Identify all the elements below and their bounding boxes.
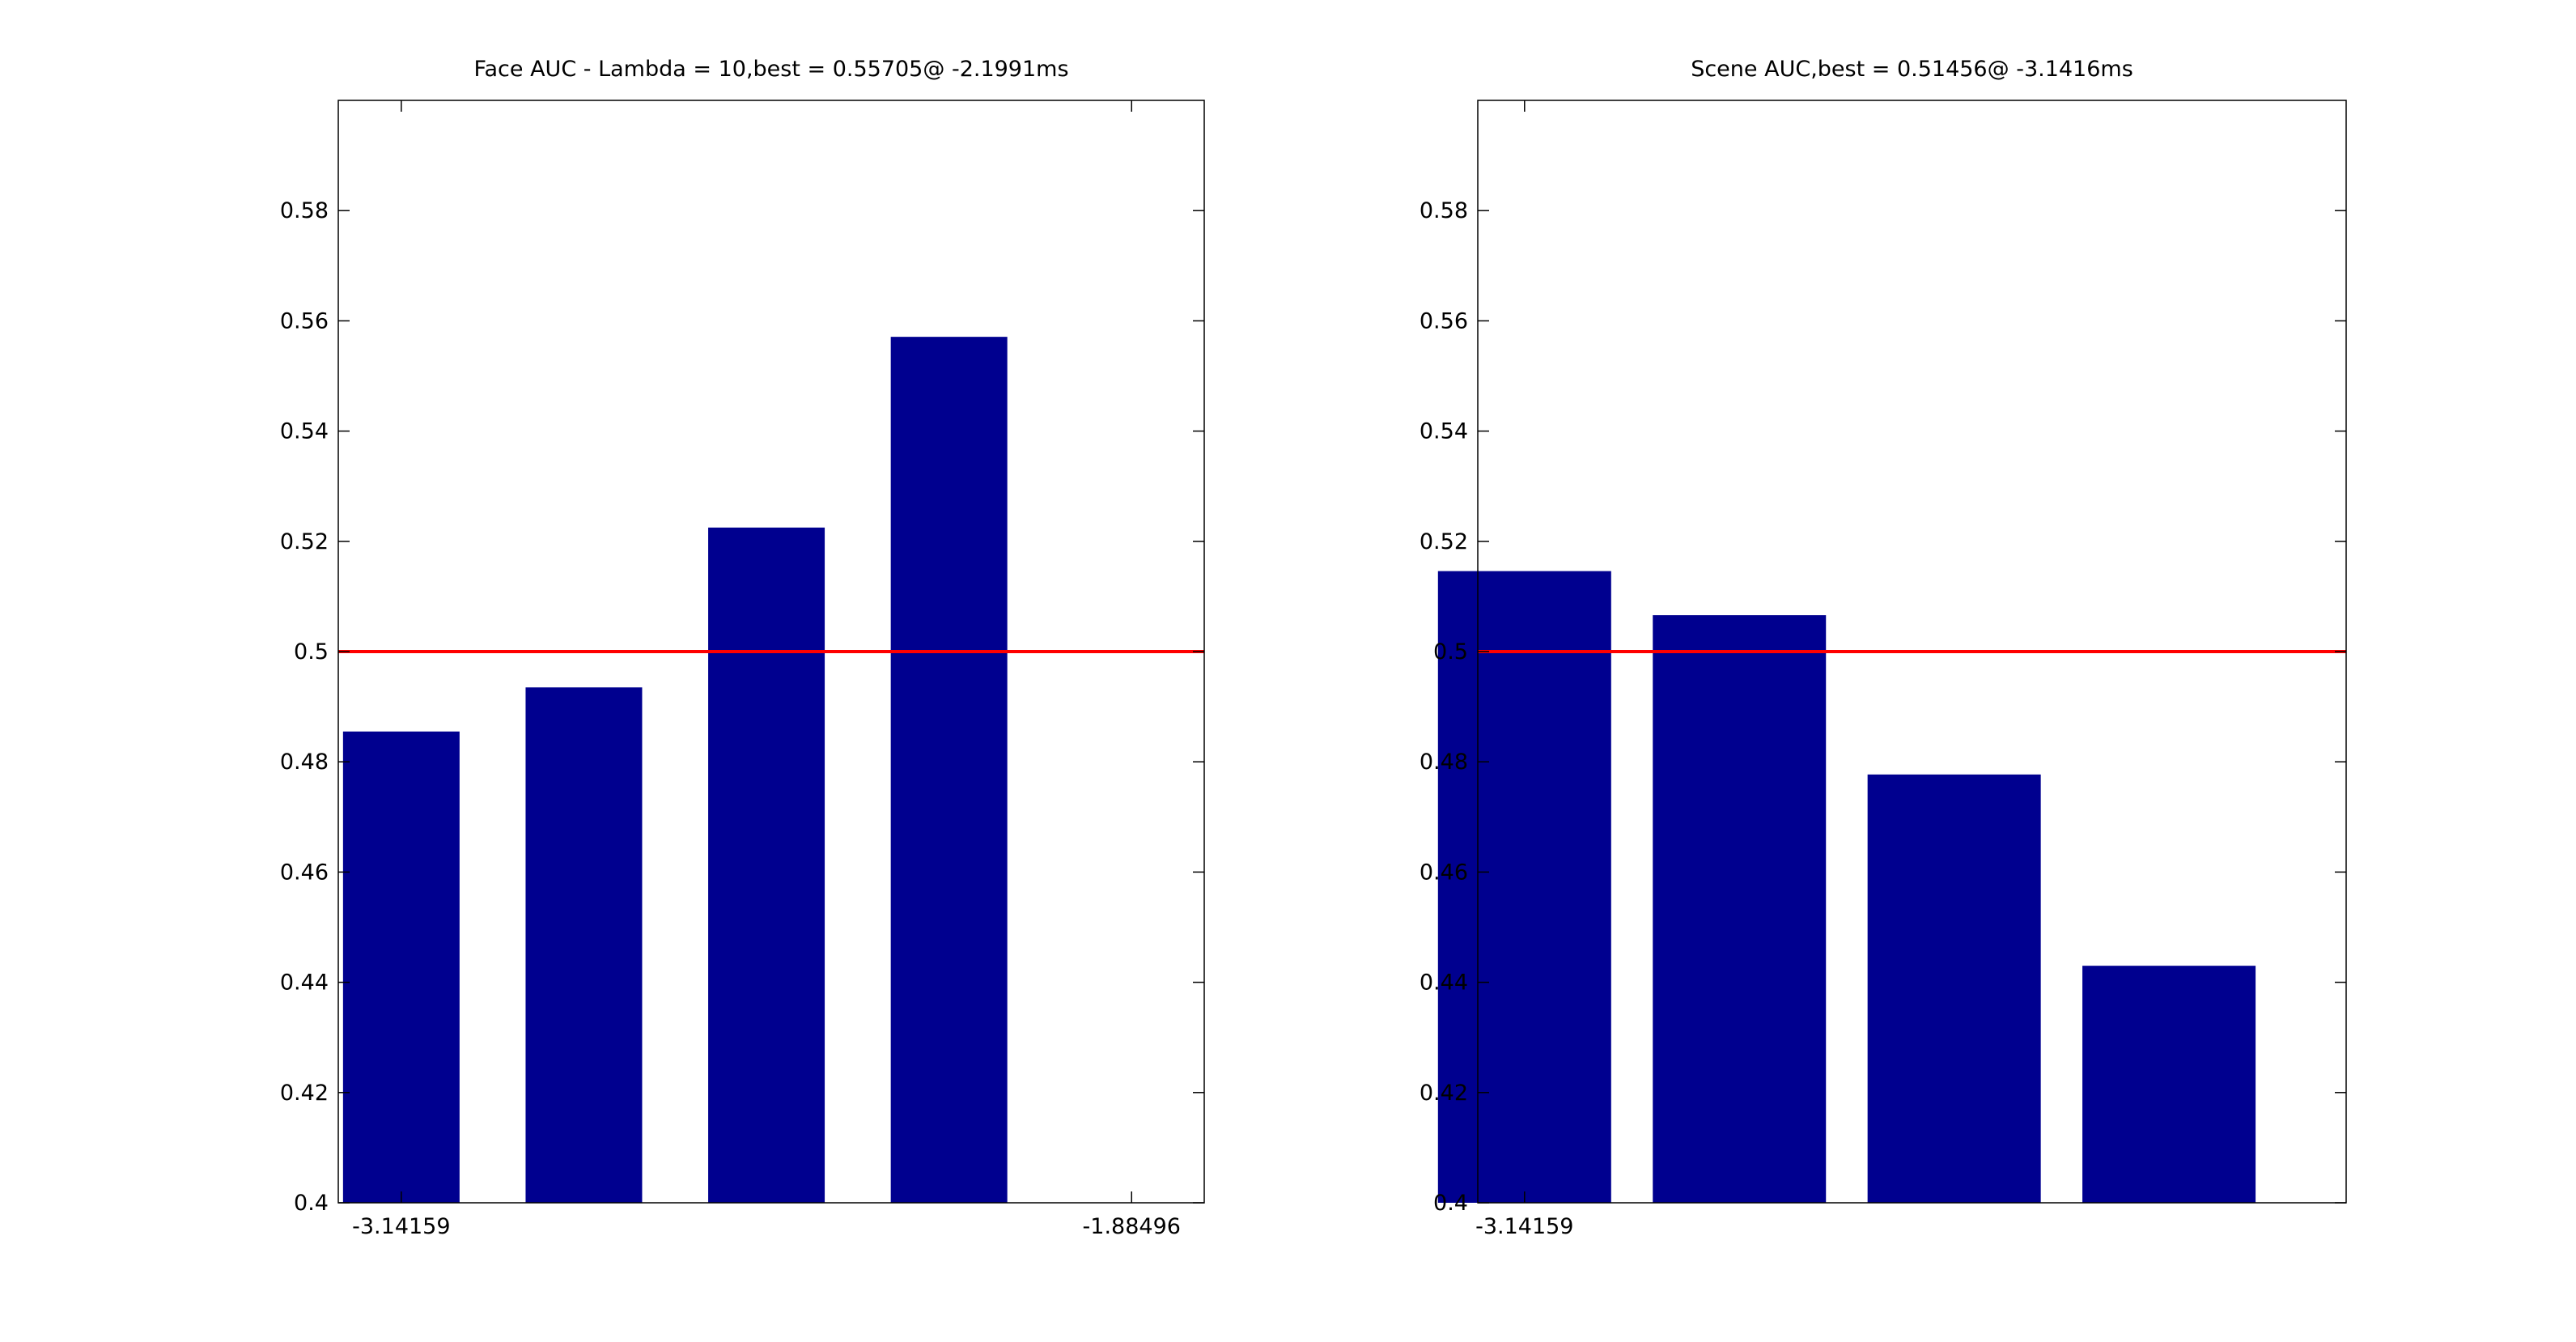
scene-chart-title: Scene AUC,best = 0.51456@ -3.1416ms	[1691, 57, 2133, 82]
face-ytick-label: 0.44	[280, 970, 329, 996]
face-ytick-label: 0.54	[280, 419, 329, 444]
face-ytick-label: 0.5	[294, 639, 329, 665]
scene-ytick-label: 0.58	[1420, 198, 1468, 223]
face-auc-chart: 0.4 0.42 0.44 0.46 0.48 0.5 0.52 0.54 0.56 0.58 -3…	[280, 57, 1205, 1239]
face-ytick-label: 0.56	[280, 308, 329, 333]
face-bar-1	[342, 731, 460, 1203]
scene-ytick-label: 0.52	[1420, 529, 1468, 554]
scene-ytick-label: 0.48	[1420, 750, 1468, 775]
face-bar-3	[708, 527, 825, 1203]
face-xtick-label: -3.14159	[352, 1214, 450, 1239]
scene-ytick-label: 0.44	[1420, 970, 1468, 996]
face-chart-title: Face AUC - Lambda = 10,best = 0.55705@ -…	[473, 57, 1068, 82]
face-ytick-label: 0.48	[280, 750, 329, 775]
scene-bar-3	[1867, 774, 2041, 1203]
face-bar-2	[525, 687, 643, 1203]
face-ytick-label: 0.4	[294, 1191, 329, 1216]
scene-ytick-label: 0.46	[1420, 860, 1468, 885]
scene-bar-2	[1653, 615, 1827, 1203]
face-bar-4	[890, 337, 1008, 1204]
scene-ytick-label: 0.5	[1433, 639, 1468, 665]
scene-bar-1	[1437, 571, 1611, 1203]
scene-auc-chart: 0.4 0.42 0.44 0.46 0.48 0.5 0.52 0.54 0.56 0.58 -3…	[1420, 57, 2347, 1239]
face-ytick-label: 0.52	[280, 529, 329, 554]
face-xtick-label: -1.88496	[1083, 1214, 1181, 1239]
scene-ytick-label: 0.4	[1433, 1191, 1468, 1216]
scene-ytick-label: 0.54	[1420, 419, 1468, 444]
scene-xtick-label: -3.14159	[1475, 1214, 1573, 1239]
scene-ytick-label: 0.56	[1420, 308, 1468, 333]
scene-ytick-label: 0.42	[1420, 1081, 1468, 1106]
face-ytick-label: 0.46	[280, 860, 329, 885]
scene-bar-4	[2082, 966, 2256, 1203]
face-ytick-label: 0.58	[280, 198, 329, 223]
face-ytick-label: 0.42	[280, 1081, 329, 1106]
